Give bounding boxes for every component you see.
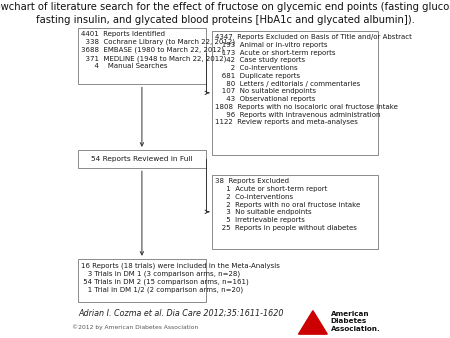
Bar xyxy=(212,31,378,155)
Text: 54 Reports Reviewed in Full: 54 Reports Reviewed in Full xyxy=(91,156,193,162)
Text: 4347  Reports Excluded on Basis of Title and/or Abstract
   193  Animal or in-vi: 4347 Reports Excluded on Basis of Title … xyxy=(216,34,412,125)
Text: 38  Reports Excluded
     1  Acute or short-term report
     2  Co-interventions: 38 Reports Excluded 1 Acute or short-ter… xyxy=(216,178,360,231)
Bar xyxy=(78,150,206,168)
Text: ©2012 by American Diabetes Association: ©2012 by American Diabetes Association xyxy=(72,324,198,330)
Text: American
Diabetes
Association.: American Diabetes Association. xyxy=(330,311,380,332)
Bar xyxy=(78,259,206,302)
Text: Adrian I. Cozma et al. Dia Care 2012;35:1611-1620: Adrian I. Cozma et al. Dia Care 2012;35:… xyxy=(78,308,284,317)
Bar xyxy=(78,27,206,84)
Polygon shape xyxy=(298,311,327,334)
Text: 16 Reports (18 trials) were included in the Meta-Analysis
   3 Trials in DM 1 (3: 16 Reports (18 trials) were included in … xyxy=(81,262,280,293)
Text: 4401  Reports Identified
  338  Cochrane Library (to March 22, 2012)
3688  EMBAS: 4401 Reports Identified 338 Cochrane Lib… xyxy=(81,31,235,69)
Bar xyxy=(212,175,378,249)
Text: Flowchart of literature search for the effect of fructose on glycemic end points: Flowchart of literature search for the e… xyxy=(0,2,450,25)
